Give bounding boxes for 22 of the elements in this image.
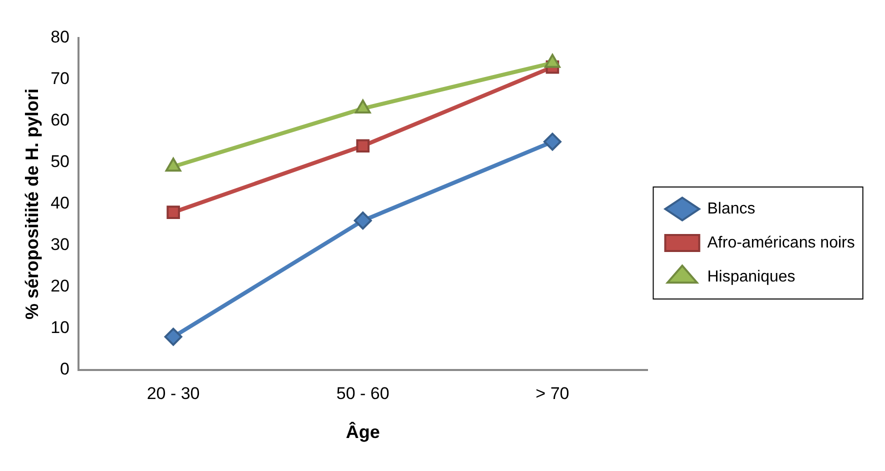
y-tick-label: 50 — [50, 152, 70, 172]
y-axis-title: % séropositiité de H. pylori — [22, 88, 42, 320]
y-tick-label: 70 — [50, 69, 70, 88]
point — [166, 206, 180, 219]
x-tick-label: 20 - 30 — [146, 384, 200, 403]
x-tick-label: 50 - 60 — [336, 384, 390, 403]
y-tick-label: 30 — [50, 235, 70, 254]
y-tick-label: 80 — [50, 28, 70, 47]
point — [354, 212, 372, 230]
y-tick-label: 10 — [50, 318, 70, 338]
legend-label: Afro-américans noirs — [707, 234, 855, 252]
point — [543, 132, 562, 151]
y-tick-label: 0 — [60, 360, 70, 379]
legend-label: Hispaniques — [707, 268, 796, 286]
y-tick-label: 40 — [50, 194, 70, 213]
y-tick-label: 20 — [50, 276, 70, 296]
point — [356, 139, 370, 153]
point — [164, 328, 182, 346]
legend-label: Blancs — [707, 200, 756, 218]
x-tick-label: > 70 — [536, 384, 570, 403]
x-axis-title: Âge — [346, 421, 380, 442]
y-tick-label: 60 — [50, 110, 70, 130]
